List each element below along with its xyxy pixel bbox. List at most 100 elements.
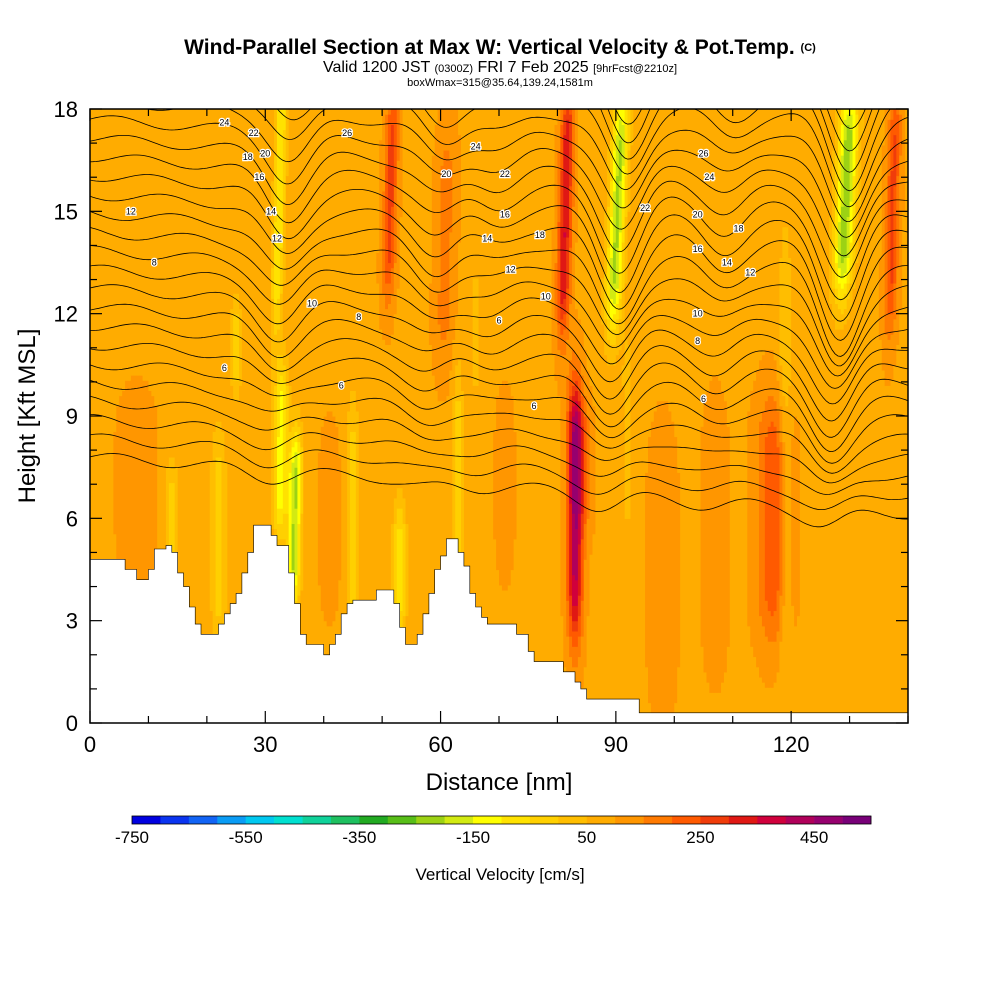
x-tick-label: 0 bbox=[84, 732, 96, 757]
velocity-cell bbox=[712, 692, 716, 723]
velocity-cell bbox=[230, 109, 234, 310]
velocity-cell bbox=[586, 416, 591, 519]
velocity-cell bbox=[580, 375, 585, 397]
velocity-cell bbox=[630, 144, 634, 723]
isentrope-line bbox=[90, 414, 908, 495]
velocity-cell bbox=[656, 400, 661, 723]
velocity-cell bbox=[618, 272, 623, 299]
velocity-cell bbox=[574, 528, 579, 581]
velocity-cell bbox=[837, 329, 842, 723]
isentrope-line bbox=[90, 193, 908, 341]
velocity-cell bbox=[685, 109, 690, 723]
colorbar-swatch bbox=[501, 816, 531, 824]
isentrope-line bbox=[90, 154, 908, 301]
velocity-cell bbox=[323, 109, 328, 417]
velocity-cell bbox=[849, 308, 854, 723]
velocity-cell bbox=[297, 405, 301, 427]
velocity-cell bbox=[715, 692, 719, 723]
velocity-cell bbox=[773, 400, 778, 427]
velocity-cell bbox=[282, 339, 287, 366]
velocity-cell bbox=[385, 308, 389, 345]
velocity-cell bbox=[627, 109, 632, 151]
velocity-cell bbox=[282, 201, 287, 284]
velocity-cell bbox=[233, 109, 237, 294]
colorbar-swatch bbox=[217, 816, 246, 824]
velocity-cell bbox=[849, 282, 854, 310]
velocity-cell bbox=[300, 513, 304, 591]
velocity-cell bbox=[557, 109, 561, 151]
velocity-cell bbox=[671, 109, 675, 422]
velocity-cell bbox=[274, 334, 278, 386]
velocity-cell bbox=[881, 144, 886, 371]
velocity-cell bbox=[890, 282, 894, 315]
colorbar-swatch bbox=[586, 816, 616, 824]
velocity-cell bbox=[718, 109, 722, 381]
velocity-cell bbox=[726, 426, 731, 647]
velocity-cell bbox=[700, 646, 705, 723]
velocity-cell bbox=[761, 625, 766, 683]
velocity-cell bbox=[633, 109, 637, 723]
velocity-cell bbox=[390, 523, 395, 617]
velocity-cell bbox=[449, 109, 453, 161]
velocity-cell bbox=[209, 109, 214, 463]
contour-label: 24 bbox=[704, 172, 714, 182]
velocity-cell bbox=[893, 318, 897, 366]
contour-label: 20 bbox=[441, 169, 451, 179]
velocity-cell bbox=[157, 109, 161, 723]
velocity-cell bbox=[642, 109, 646, 723]
velocity-cell bbox=[893, 134, 897, 187]
velocity-cell bbox=[510, 395, 515, 571]
velocity-cell bbox=[145, 380, 150, 586]
velocity-cell bbox=[385, 344, 389, 723]
velocity-cell bbox=[887, 119, 892, 177]
velocity-cell bbox=[554, 380, 559, 723]
velocity-cell bbox=[294, 451, 299, 468]
velocity-cell bbox=[650, 109, 655, 422]
velocity-cell bbox=[116, 109, 120, 407]
velocity-cell bbox=[405, 109, 410, 525]
velocity-cell bbox=[610, 329, 614, 345]
velocity-cell bbox=[852, 175, 857, 218]
velocity-cell bbox=[794, 625, 798, 723]
velocity-cell bbox=[610, 216, 614, 258]
velocity-cell bbox=[271, 298, 275, 530]
y-tick-label: 0 bbox=[66, 711, 78, 736]
velocity-cell bbox=[583, 395, 588, 417]
velocity-cell bbox=[487, 109, 491, 723]
velocity-cell bbox=[773, 610, 778, 642]
velocity-cell bbox=[767, 349, 772, 397]
velocity-cell bbox=[840, 313, 845, 330]
velocity-cell bbox=[861, 109, 865, 136]
velocity-cell bbox=[624, 518, 629, 723]
velocity-cell bbox=[130, 109, 135, 376]
velocity-cell bbox=[846, 282, 851, 299]
velocity-cell bbox=[563, 109, 567, 115]
velocity-cell bbox=[574, 369, 579, 381]
velocity-cell bbox=[610, 109, 614, 141]
velocity-cell bbox=[396, 487, 401, 509]
velocity-cell bbox=[580, 410, 585, 427]
velocity-cell bbox=[572, 620, 576, 632]
y-tick-label: 3 bbox=[66, 609, 78, 634]
velocity-cell bbox=[610, 139, 614, 182]
velocity-cell bbox=[893, 282, 897, 320]
velocity-cell bbox=[344, 109, 348, 723]
velocity-cell bbox=[712, 109, 716, 376]
velocity-cell bbox=[569, 395, 573, 412]
velocity-cell bbox=[288, 385, 293, 432]
isentrope-line bbox=[90, 227, 908, 367]
velocity-cell bbox=[583, 109, 588, 351]
isentrope-line bbox=[90, 0, 908, 71]
velocity-cell bbox=[834, 206, 839, 248]
velocity-cell bbox=[317, 451, 322, 586]
velocity-cell bbox=[767, 426, 772, 612]
velocity-cell bbox=[569, 441, 573, 504]
velocity-cell bbox=[566, 636, 570, 688]
colorbar-swatch bbox=[615, 816, 644, 824]
velocity-cell bbox=[528, 109, 532, 723]
velocity-cell bbox=[458, 109, 462, 136]
velocity-cell bbox=[323, 416, 328, 622]
velocity-cell bbox=[285, 385, 290, 463]
velocity-cell bbox=[396, 160, 401, 289]
velocity-cell bbox=[589, 109, 594, 386]
